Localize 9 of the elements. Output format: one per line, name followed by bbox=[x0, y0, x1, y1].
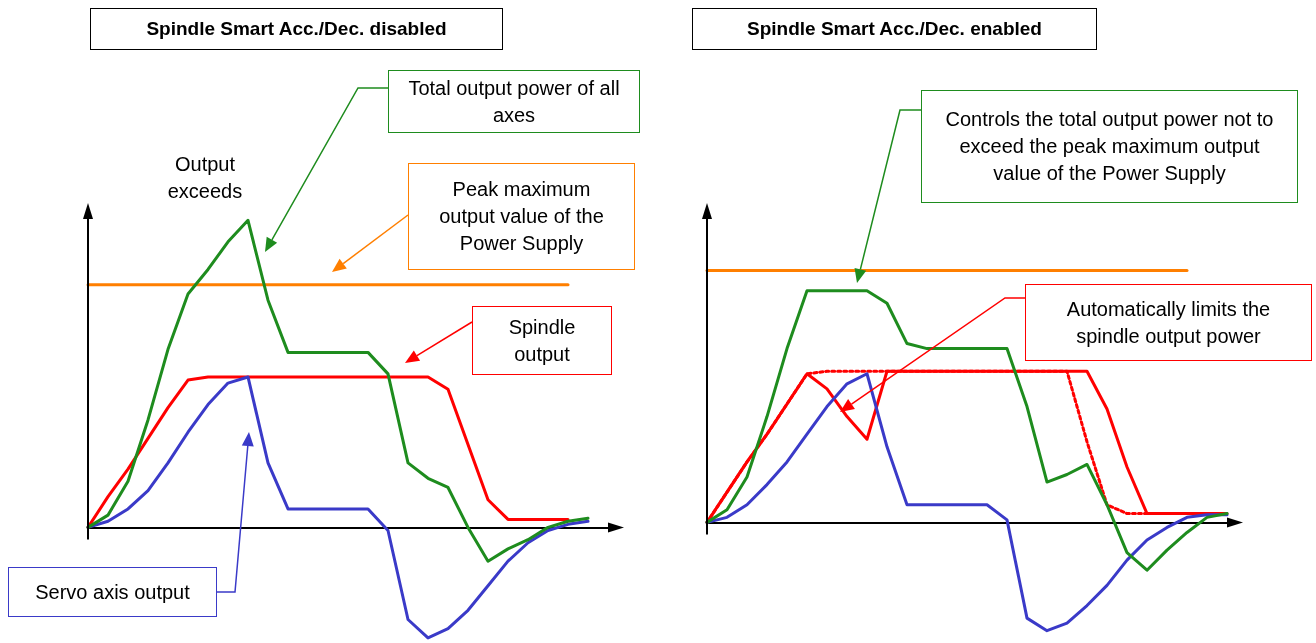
chart-title: Spindle Smart Acc./Dec. disabled bbox=[90, 8, 503, 50]
chart-title: Spindle Smart Acc./Dec. enabled bbox=[692, 8, 1097, 50]
callout-box: Total output power of all axes bbox=[388, 70, 640, 133]
callout-box: Servo axis output bbox=[8, 567, 217, 617]
callout-box: Peak maximum output value of the Power Supply bbox=[408, 163, 635, 270]
callout-box: Spindle output bbox=[472, 306, 612, 375]
callout-box: Automatically limits the spindle output power bbox=[1025, 284, 1312, 361]
text: Output exceeds bbox=[166, 152, 244, 204]
callout-box: Controls the total output power not to exceed the peak maximum output value of the Power Supply bbox=[921, 90, 1298, 203]
